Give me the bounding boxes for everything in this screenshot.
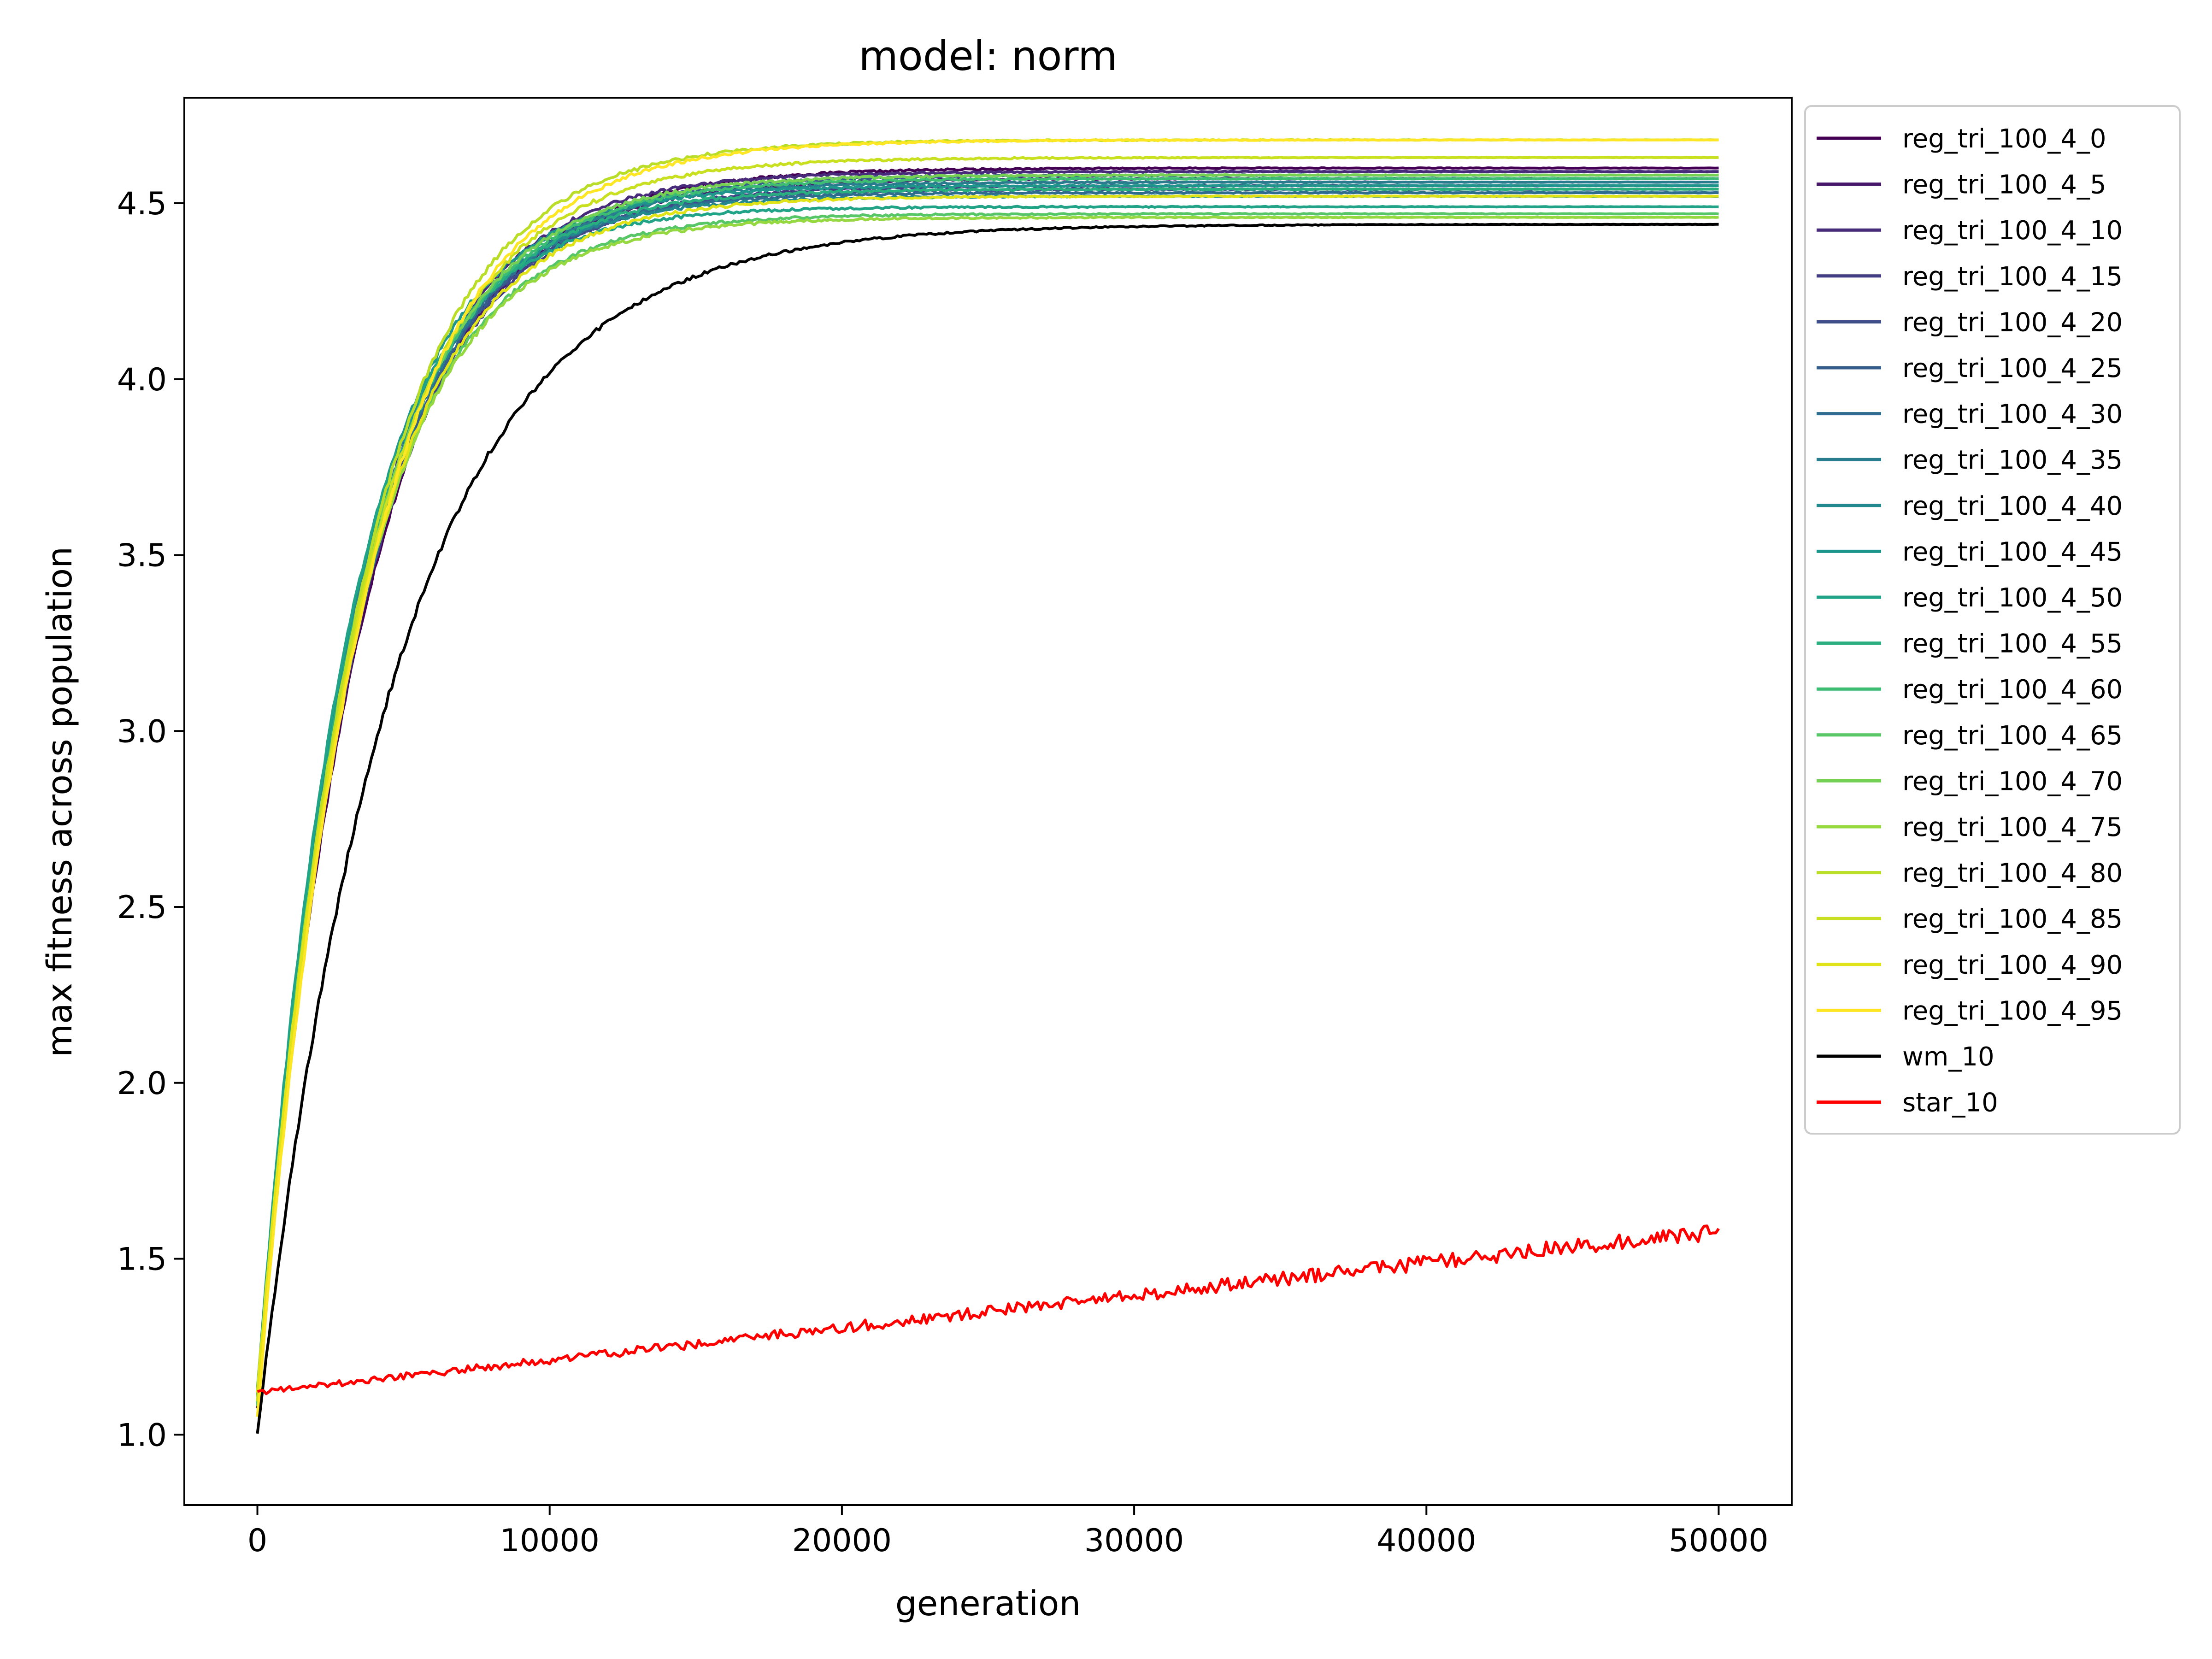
x-tick-label: 20000: [792, 1523, 892, 1559]
legend-label: reg_tri_100_4_80: [1902, 859, 2123, 888]
legend-label: star_10: [1902, 1088, 1998, 1118]
legend-label: wm_10: [1902, 1042, 1994, 1072]
y-tick-label: 3.0: [117, 713, 167, 750]
legend-label: reg_tri_100_4_50: [1902, 583, 2123, 613]
series-line-reg_tri_100_4_85: [256, 156, 1719, 1400]
y-axis: 1.0 1.5 2.0 2.5 3.0 3.5 4.0 4.5: [117, 186, 184, 1453]
legend-label: reg_tri_100_4_65: [1902, 721, 2123, 751]
x-tick-label: 40000: [1377, 1523, 1476, 1559]
y-tick-label: 2.5: [117, 889, 167, 926]
legend-label: reg_tri_100_4_95: [1902, 996, 2123, 1026]
legend-label: reg_tri_100_4_0: [1902, 124, 2106, 154]
legend-frame: [1804, 105, 2181, 1135]
legend-label: reg_tri_100_4_20: [1902, 307, 2123, 337]
legend-label: reg_tri_100_4_40: [1902, 491, 2123, 521]
legend-label: reg_tri_100_4_70: [1902, 766, 2123, 796]
legend-label: reg_tri_100_4_25: [1902, 353, 2123, 383]
legend-label: reg_tri_100_4_60: [1902, 675, 2123, 705]
y-tick-label: 1.0: [117, 1417, 167, 1453]
y-tick-label: 1.5: [117, 1241, 167, 1278]
plot-series: [256, 138, 1720, 1434]
series-line-reg_tri_100_4_50: [256, 205, 1719, 1389]
legend-label: reg_tri_100_4_45: [1902, 537, 2123, 567]
y-tick-label: 4.5: [117, 186, 167, 222]
x-axis: 0 10000 20000 30000 40000 50000: [247, 1505, 1769, 1559]
y-tick-label: 2.0: [117, 1065, 167, 1102]
y-tick-label: 4.0: [117, 362, 167, 398]
y-axis-label: max fitness across population: [40, 547, 80, 1057]
legend: reg_tri_100_4_0 reg_tri_100_4_5 reg_tri_10…: [1804, 105, 2181, 1135]
legend-label: reg_tri_100_4_85: [1902, 904, 2123, 934]
y-tick-label: 3.5: [117, 538, 167, 574]
series-line-wm_10: [256, 223, 1719, 1434]
x-axis-label: generation: [895, 1584, 1081, 1624]
x-tick-label: 30000: [1084, 1523, 1184, 1559]
series-line-reg_tri_100_4_70: [256, 173, 1719, 1402]
chart-title: model: norm: [859, 32, 1118, 80]
legend-label: reg_tri_100_4_15: [1902, 262, 2123, 292]
legend-label: reg_tri_100_4_55: [1902, 629, 2123, 659]
series-line-reg_tri_100_4_95: [256, 138, 1719, 1417]
series-line-reg_tri_100_4_90: [256, 194, 1719, 1393]
legend-label: reg_tri_100_4_30: [1902, 400, 2123, 429]
x-tick-label: 10000: [500, 1523, 600, 1559]
x-tick-label: 0: [247, 1523, 267, 1559]
series-line-star_10: [257, 1224, 1720, 1395]
legend-label: reg_tri_100_4_10: [1902, 216, 2123, 246]
legend-label: reg_tri_100_4_35: [1902, 445, 2123, 475]
legend-label: reg_tri_100_4_75: [1902, 812, 2123, 842]
series-line-reg_tri_100_4_75: [256, 215, 1719, 1402]
legend-label: reg_tri_100_4_90: [1902, 950, 2123, 980]
x-tick-label: 50000: [1669, 1523, 1768, 1559]
legend-label: reg_tri_100_4_5: [1902, 170, 2106, 200]
plot-frame: [183, 97, 1793, 1506]
series-line-reg_tri_100_4_65: [256, 212, 1719, 1406]
